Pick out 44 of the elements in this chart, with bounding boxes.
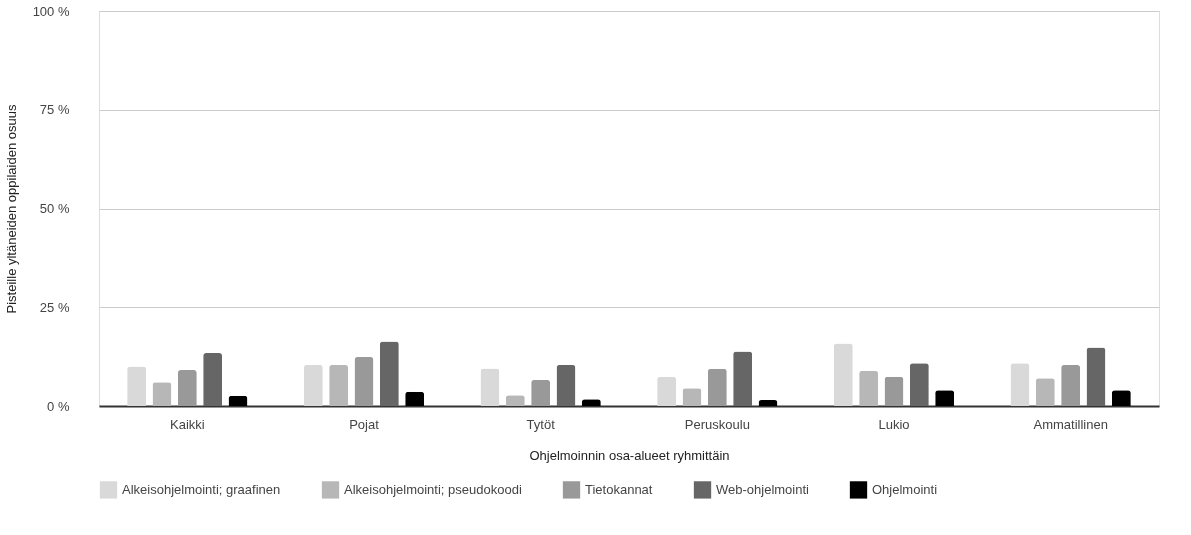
x-tick-label: Peruskoulu (684, 416, 750, 432)
bar (909, 363, 929, 406)
y-tick-label: 50 % (39, 201, 70, 216)
y-tick-label: 0 % (47, 398, 70, 414)
y-tick-label: 75 % (39, 102, 70, 118)
bar (758, 400, 778, 406)
x-tick-label: Kaikki (169, 416, 205, 432)
bar (733, 351, 753, 406)
bar (329, 364, 349, 406)
bar (203, 353, 223, 406)
x-tick-label: Lukio (878, 416, 910, 432)
bar (379, 341, 399, 406)
bar (1086, 347, 1106, 406)
bar (682, 388, 702, 406)
bar (1061, 364, 1081, 406)
legend-label: Tietokannat (585, 481, 653, 497)
x-tick-label: Ammatillinen (1033, 416, 1108, 432)
bar (354, 357, 374, 406)
legend-label: Ohjelmointi (872, 481, 938, 497)
bar (405, 391, 425, 406)
legend-label: Alkeisohjelmointi; pseudokoodi (344, 481, 522, 497)
bar (657, 376, 677, 406)
bar (127, 366, 147, 406)
bar (480, 368, 500, 406)
bar (833, 343, 853, 406)
x-tick-label: Pojat (349, 416, 380, 432)
bar (228, 395, 248, 406)
bar (859, 370, 879, 406)
y-axis-title: Pisteille yltäneiden oppilaiden osuus (3, 104, 19, 314)
x-tick-label: Tytöt (526, 416, 556, 432)
legend-label: Alkeisohjelmointi; graafinen (122, 481, 281, 497)
y-tick-label: 100 % (32, 3, 70, 19)
x-axis-title: Ohjelmoinnin osa-alueet ryhmittäin (529, 447, 730, 463)
y-tick-label: 25 % (39, 299, 70, 315)
bar (303, 364, 323, 406)
bar (177, 370, 197, 406)
bar (707, 368, 727, 406)
bar (531, 379, 551, 406)
legend-label: Web-ohjelmointi (716, 481, 810, 497)
bar (152, 382, 172, 406)
bar (884, 376, 904, 406)
bar (1035, 378, 1055, 406)
bar (1010, 363, 1030, 406)
bar (556, 364, 576, 406)
